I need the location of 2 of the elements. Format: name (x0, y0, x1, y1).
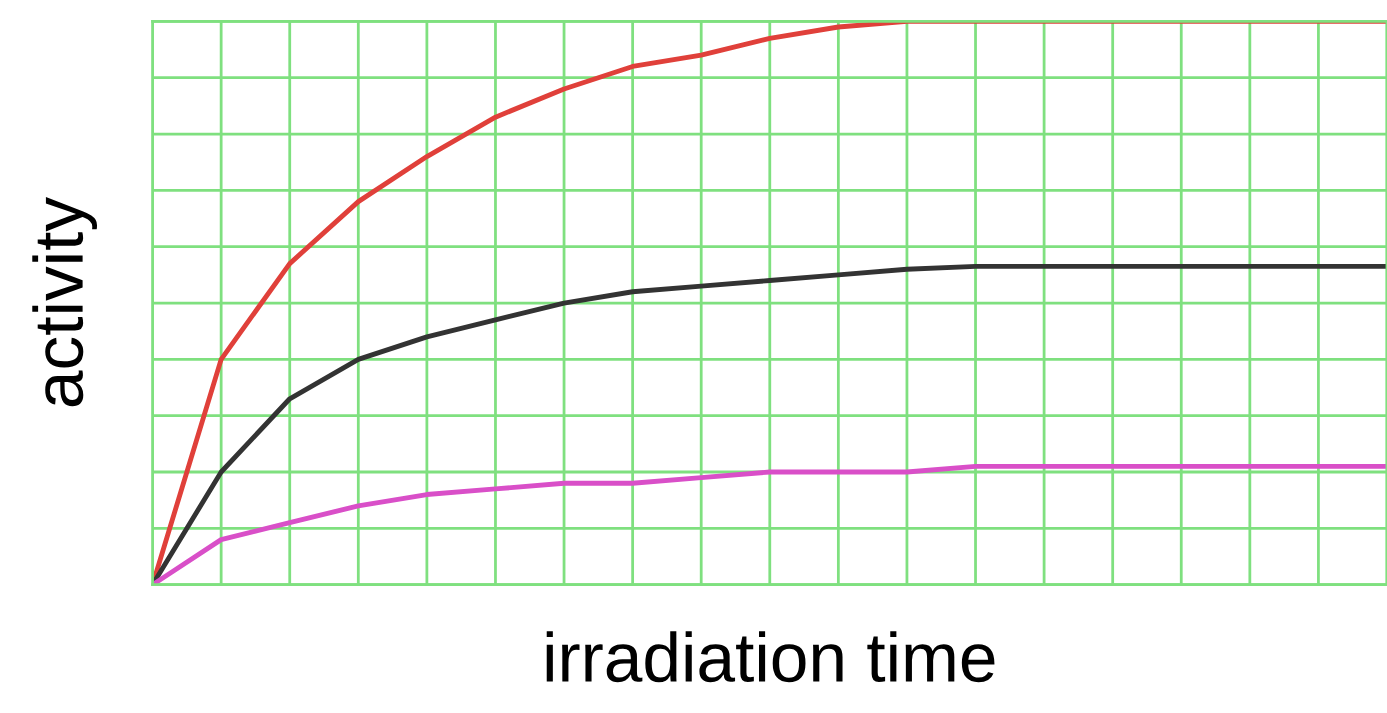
x-axis-title: irradiation time (546, 631, 995, 683)
y-axis-title: activity (32, 197, 98, 407)
